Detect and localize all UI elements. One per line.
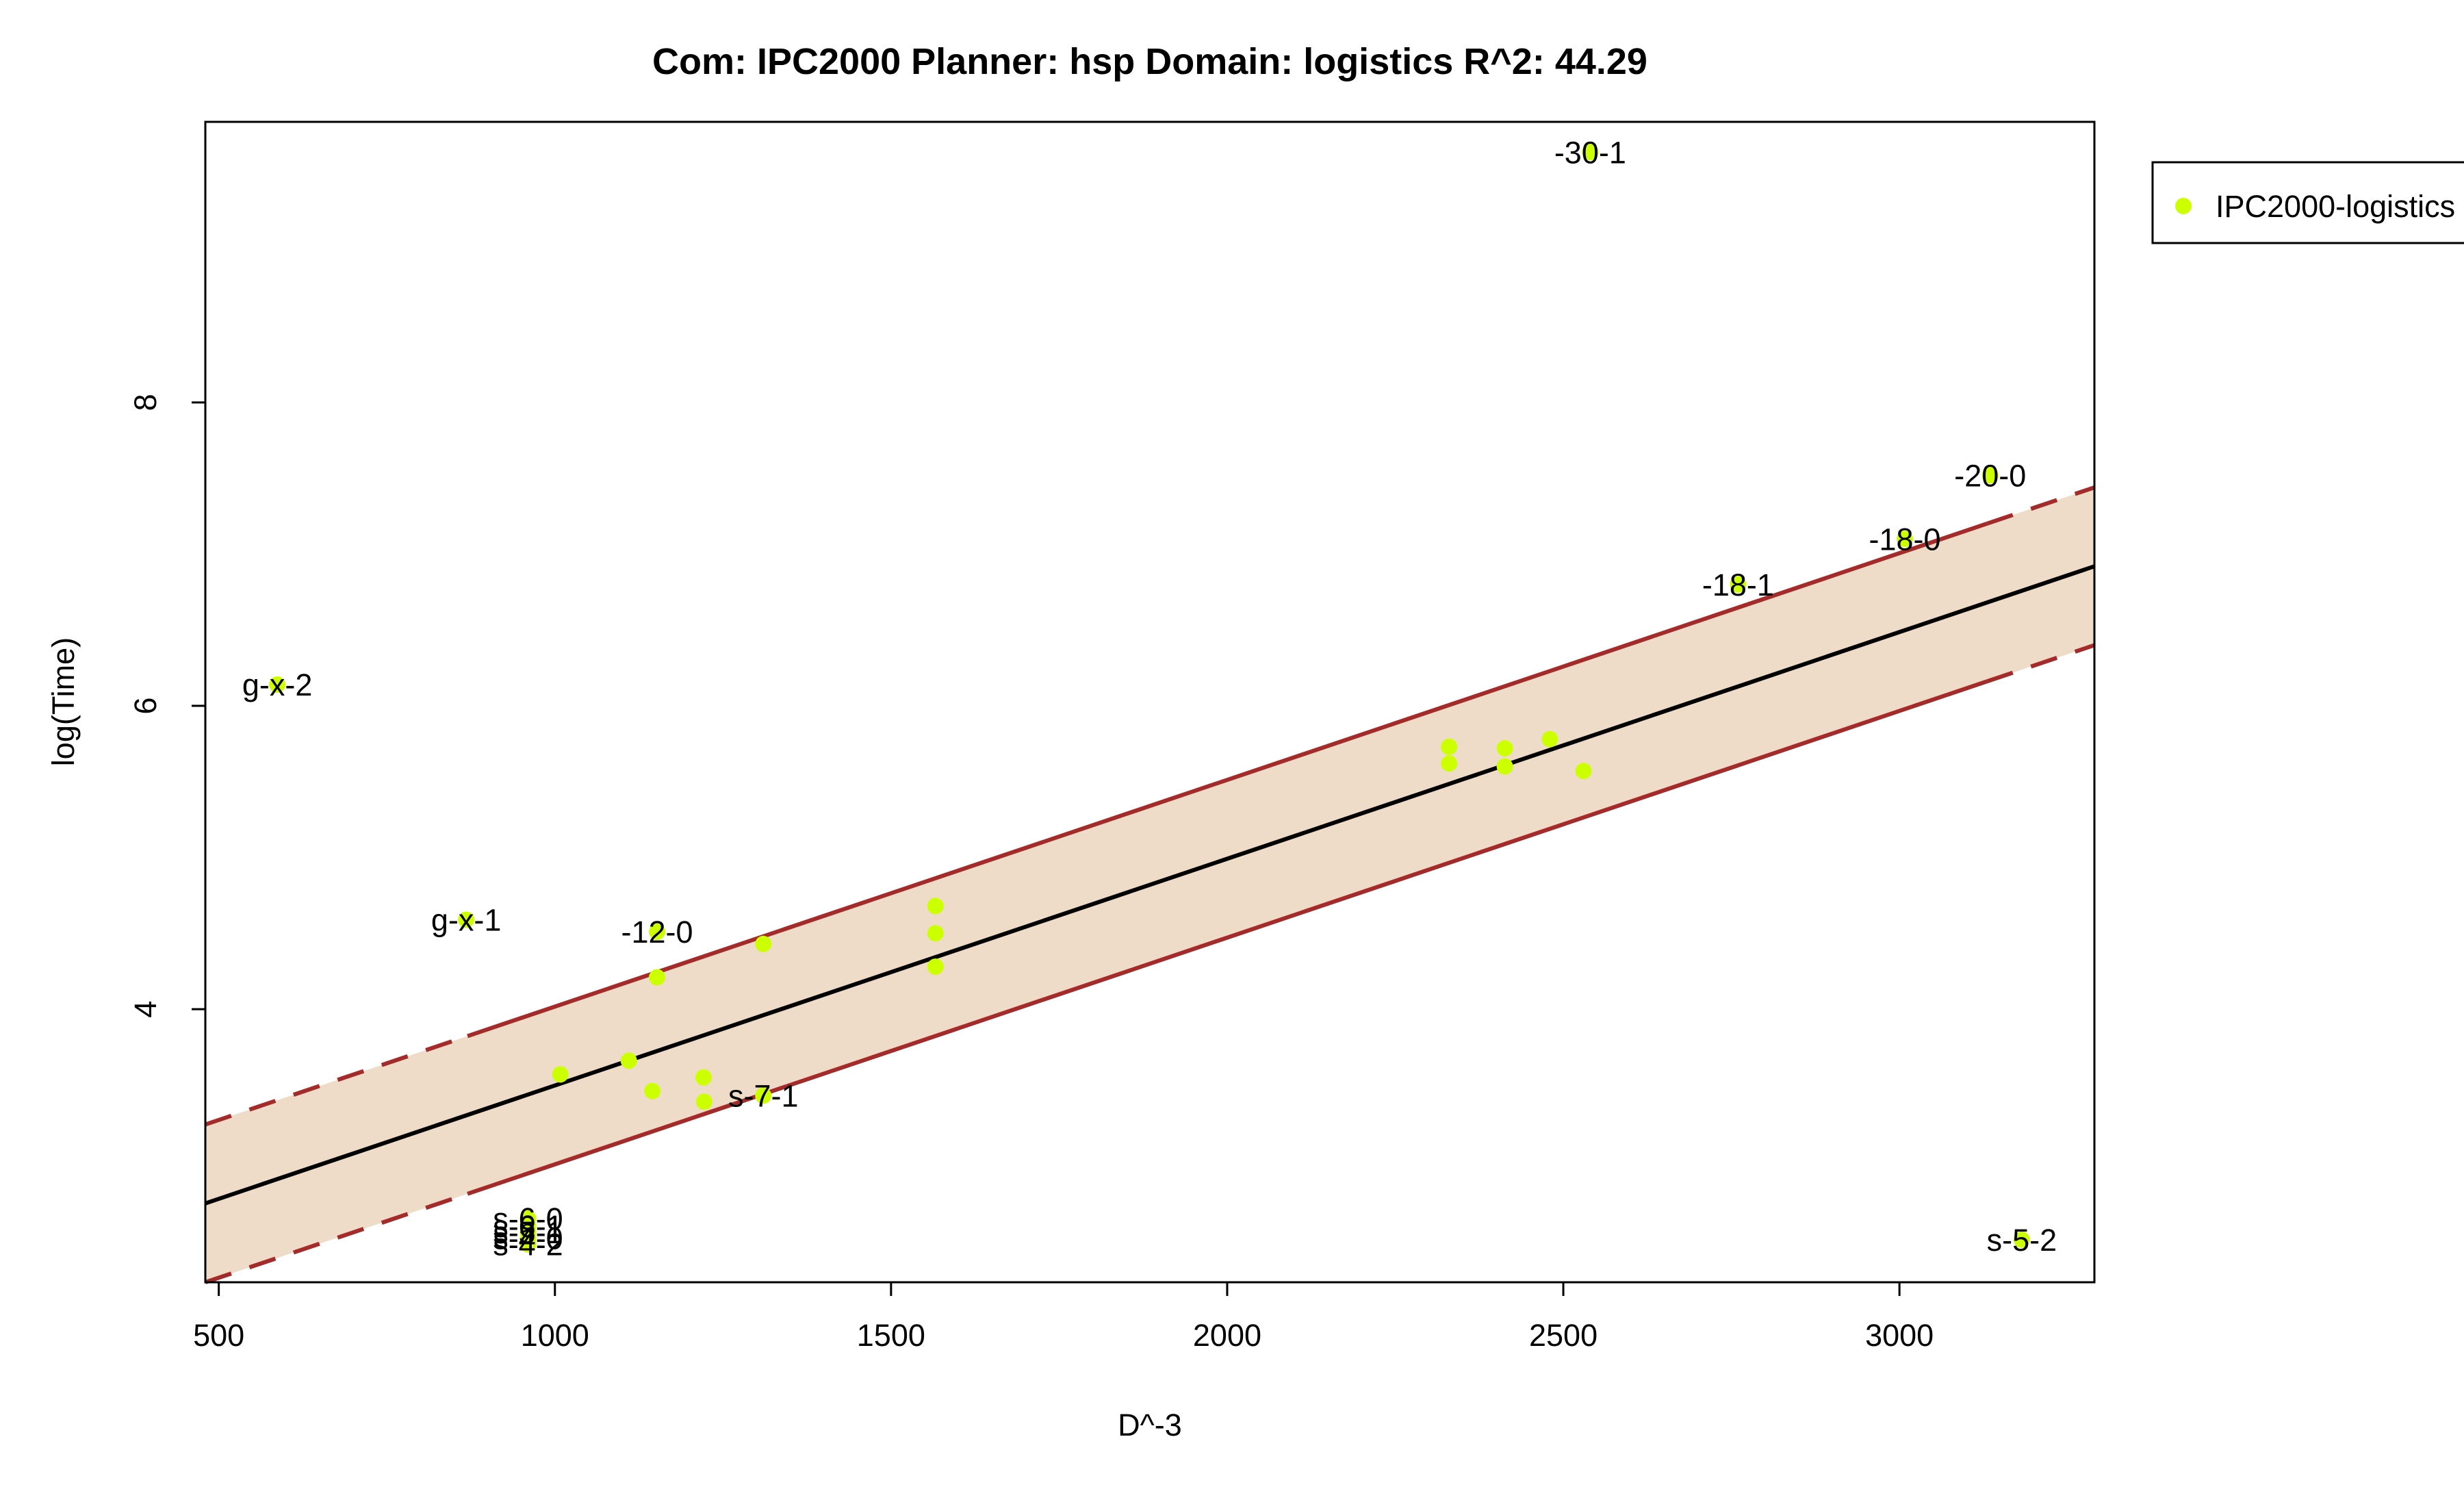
data-point	[695, 1069, 712, 1086]
x-axis: 500 1000 1500 2000 2500 3000	[193, 1281, 1934, 1353]
y-axis-label: log(Time)	[46, 637, 81, 766]
data-point	[269, 676, 286, 693]
point-label: s-6-1	[493, 1209, 563, 1244]
data-point	[755, 935, 772, 952]
point-label: -20-0	[1954, 458, 2026, 493]
data-points	[269, 144, 2030, 1253]
point-label: -18-0	[1869, 522, 1940, 557]
x-tick-label: 2000	[1193, 1318, 1261, 1353]
data-point	[620, 1052, 637, 1069]
band-lower-edge-solid-1	[467, 679, 1988, 1196]
legend: IPC2000-logistics	[2151, 161, 2464, 244]
x-tick-label: 500	[193, 1318, 244, 1353]
data-point	[519, 1236, 537, 1253]
data-point	[649, 969, 666, 986]
data-point	[927, 958, 944, 976]
data-point	[1541, 730, 1558, 748]
point-label: s-5-2	[1987, 1223, 2057, 1258]
legend-marker	[2175, 198, 2192, 214]
band-upper-edge-dashed-2	[1986, 485, 2095, 526]
data-point	[1441, 755, 1458, 772]
point-label: s-5-1	[493, 1215, 563, 1250]
point-label: s-4-0	[493, 1221, 563, 1256]
data-point	[1441, 738, 1458, 755]
y-tick-label: 8	[128, 394, 163, 411]
fit-line	[205, 564, 2095, 1206]
data-point	[552, 1066, 569, 1083]
x-tick-label: 1500	[857, 1318, 925, 1353]
data-point	[1730, 576, 1747, 593]
data-point	[1582, 144, 1599, 161]
legend-box	[2151, 161, 2464, 244]
data-point	[927, 898, 944, 915]
legend-label: IPC2000-logistics	[2216, 189, 2455, 224]
point-label: -18-1	[1702, 568, 1774, 602]
data-point	[644, 1082, 661, 1099]
data-point	[1496, 758, 1513, 775]
point-label: s-6-0	[493, 1201, 563, 1236]
x-tick-label: 2500	[1529, 1318, 1597, 1353]
point-label: s-7-1	[728, 1078, 799, 1113]
point-label: g-x-1	[431, 902, 502, 937]
data-point	[2013, 1231, 2030, 1248]
point-label: s-4-2	[493, 1227, 563, 1262]
data-point	[1575, 763, 1592, 780]
x-tick-label: 3000	[1865, 1318, 1934, 1353]
point-label: -12-0	[621, 915, 693, 950]
data-point	[649, 924, 666, 941]
x-tick-label: 1000	[521, 1318, 589, 1353]
band-lower-edge-dashed-2	[1986, 643, 2095, 684]
band-upper-edge-solid-1	[467, 522, 1988, 1039]
y-axis: 4 6 8	[128, 394, 207, 1018]
y-tick-label: 4	[128, 1001, 163, 1018]
chart-title: Com: IPC2000 Planner: hsp Domain: logist…	[652, 41, 1647, 82]
data-point	[1897, 531, 1914, 548]
data-point	[458, 911, 475, 928]
data-point	[1496, 740, 1513, 757]
regression-lines	[205, 485, 2095, 1284]
data-point	[695, 1093, 713, 1110]
data-point	[927, 925, 944, 942]
point-label: -30-1	[1554, 135, 1626, 170]
point-label: g-x-2	[242, 667, 313, 702]
x-axis-label: D^-3	[1118, 1408, 1182, 1442]
point-labels: g-x-2 g-x-1 -12-0 s-7-1 -30-1 -18-1 -18-0 -20-0…	[242, 135, 2057, 1262]
data-point	[1981, 467, 1999, 484]
y-tick-label: 6	[128, 698, 163, 715]
data-point	[755, 1087, 772, 1104]
